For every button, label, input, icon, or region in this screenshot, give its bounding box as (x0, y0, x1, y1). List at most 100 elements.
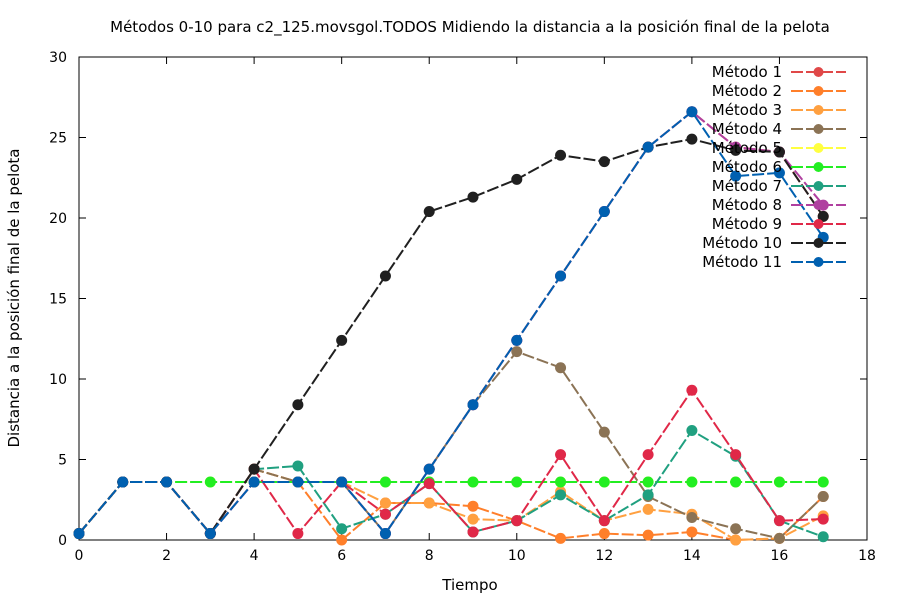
data-point (686, 384, 698, 396)
data-point (467, 500, 479, 512)
data-point (642, 503, 654, 515)
data-point (204, 528, 216, 540)
data-point (730, 476, 742, 488)
data-point (730, 170, 742, 182)
data-point (511, 476, 523, 488)
legend-label: Método 4 (712, 120, 782, 138)
legend-swatch-marker (813, 124, 824, 134)
series-line (78, 429, 824, 538)
legend-swatch-marker (813, 86, 824, 96)
x-tick-label: 12 (595, 548, 613, 564)
y-tick-label: 10 (49, 372, 67, 388)
data-point (817, 491, 829, 503)
y-tick-label: 20 (49, 211, 67, 227)
data-point (379, 528, 391, 540)
legend-entry: Método 1 (712, 63, 846, 81)
data-point (555, 270, 567, 282)
data-point (642, 449, 654, 461)
data-point (598, 156, 610, 168)
legend-label: Método 7 (712, 177, 782, 195)
data-point (555, 489, 567, 501)
data-point (773, 532, 785, 544)
x-tick-label: 8 (425, 548, 434, 564)
data-point (642, 529, 654, 541)
legend-label: Método 10 (702, 234, 782, 252)
data-point (555, 476, 567, 488)
data-point (686, 133, 698, 145)
data-point (817, 531, 829, 543)
data-point (511, 173, 523, 185)
x-tick-label: 10 (508, 548, 526, 564)
data-point (686, 511, 698, 523)
legend-swatch-marker (813, 200, 824, 210)
data-point (423, 463, 435, 475)
data-point (379, 476, 391, 488)
x-tick-label: 18 (858, 548, 876, 564)
data-point (467, 191, 479, 203)
data-point (248, 463, 260, 475)
data-point (423, 497, 435, 509)
series-9 (73, 384, 829, 540)
data-point (817, 513, 829, 525)
data-point (292, 528, 304, 540)
legend-swatch-marker (813, 219, 824, 229)
data-point (73, 528, 85, 540)
data-point (730, 449, 742, 461)
data-point (423, 478, 435, 490)
legend-label: Método 9 (712, 215, 782, 233)
legend-entry: Método 5 (712, 139, 846, 157)
data-point (686, 476, 698, 488)
data-point (598, 476, 610, 488)
x-tick-label: 2 (162, 548, 171, 564)
data-point (467, 399, 479, 411)
data-point (161, 476, 173, 488)
series-line (78, 388, 824, 536)
x-tick-label: 4 (250, 548, 259, 564)
data-point (117, 476, 129, 488)
legend-swatch-marker (813, 162, 824, 172)
legend-entry: Método 9 (712, 215, 846, 233)
y-tick-label: 25 (49, 131, 67, 147)
y-tick-label: 0 (58, 533, 67, 549)
legend-entry: Método 4 (712, 120, 846, 138)
x-axis-label: Tiempo (441, 576, 497, 594)
data-point (773, 515, 785, 527)
data-point (598, 426, 610, 438)
data-point (248, 476, 260, 488)
legend-label: Método 6 (712, 158, 782, 176)
legend-label: Método 5 (712, 139, 782, 157)
data-point (555, 149, 567, 161)
legend-entry: Método 7 (712, 177, 846, 195)
data-point (817, 210, 829, 222)
data-point (686, 425, 698, 437)
data-point (467, 513, 479, 525)
data-point (511, 334, 523, 346)
x-tick-label: 0 (75, 548, 84, 564)
data-point (730, 523, 742, 535)
data-point (292, 476, 304, 488)
data-point (292, 460, 304, 472)
data-point (686, 526, 698, 538)
legend-swatch-marker (813, 181, 824, 191)
legend-swatch-marker (813, 105, 824, 115)
data-point (773, 146, 785, 158)
legend-entry: Método 11 (702, 253, 846, 271)
legend-label: Método 8 (712, 196, 782, 214)
y-tick-label: 15 (49, 292, 67, 308)
series-11 (73, 106, 829, 540)
data-point (598, 515, 610, 527)
data-point (642, 489, 654, 501)
series-line (78, 481, 824, 535)
y-tick-label: 5 (58, 453, 67, 469)
data-point (686, 106, 698, 118)
data-point (336, 534, 348, 546)
data-point (379, 270, 391, 282)
series-line (78, 468, 824, 542)
series-line (78, 110, 825, 536)
data-point (336, 476, 348, 488)
data-point (204, 476, 216, 488)
data-point (730, 144, 742, 156)
data-point (336, 523, 348, 535)
